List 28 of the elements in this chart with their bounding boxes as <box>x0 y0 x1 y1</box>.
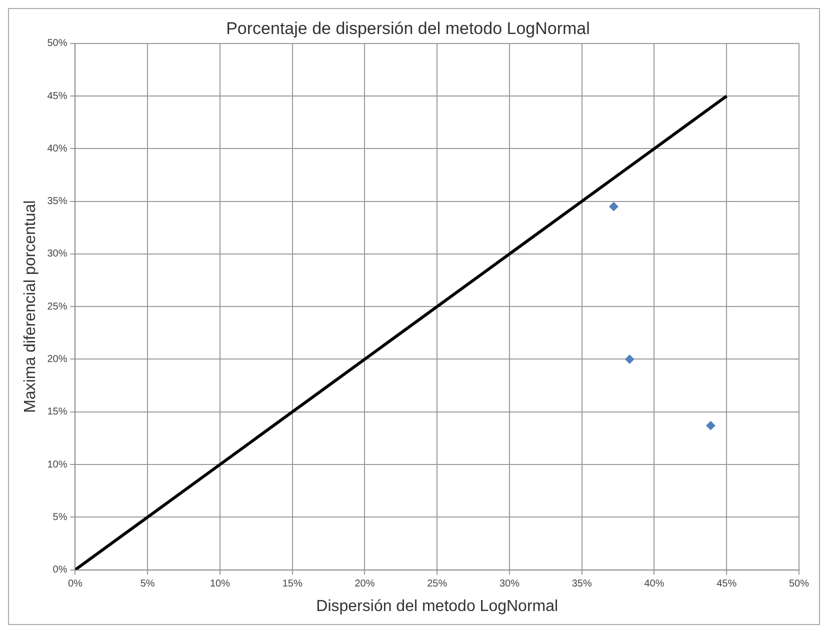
x-tick-label: 0% <box>68 578 83 590</box>
y-tick-label: 15% <box>47 406 68 418</box>
y-tick-label: 40% <box>47 143 68 154</box>
y-tick-label: 30% <box>47 248 68 260</box>
x-tick-label: 15% <box>282 578 302 590</box>
y-tick-label: 10% <box>47 459 68 470</box>
x-tick-label: 45% <box>716 578 737 590</box>
y-axis-title: Maxima diferencial porcentual <box>22 200 40 413</box>
x-axis-title: Dispersión del metodo LogNormal <box>316 598 558 615</box>
point <box>706 421 716 430</box>
x-tick-label: 20% <box>354 578 375 590</box>
y-tick-label: 50% <box>47 38 68 50</box>
x-tick-label: 5% <box>140 578 155 590</box>
x-tick-label: 30% <box>499 578 520 590</box>
point <box>625 354 634 364</box>
x-tick-label: 50% <box>788 578 810 590</box>
point <box>609 202 618 212</box>
x-tick-label: 35% <box>572 578 592 590</box>
y-tick-label: 45% <box>47 90 68 102</box>
y-tick-label: 0% <box>52 564 68 576</box>
x-tick-label: 25% <box>427 578 448 590</box>
y-tick-label: 35% <box>47 196 68 208</box>
chart-title: Porcentaje de dispersión del metodo LogNormal <box>226 18 590 38</box>
x-tick-label: 10% <box>210 578 230 590</box>
y-tick-label: 20% <box>47 354 68 365</box>
x-tick-label: 40% <box>644 578 664 590</box>
y-tick-label: 5% <box>52 512 68 523</box>
y-tick-label: 25% <box>47 301 68 312</box>
